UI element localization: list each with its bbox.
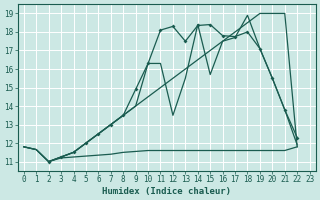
X-axis label: Humidex (Indice chaleur): Humidex (Indice chaleur) <box>102 187 231 196</box>
